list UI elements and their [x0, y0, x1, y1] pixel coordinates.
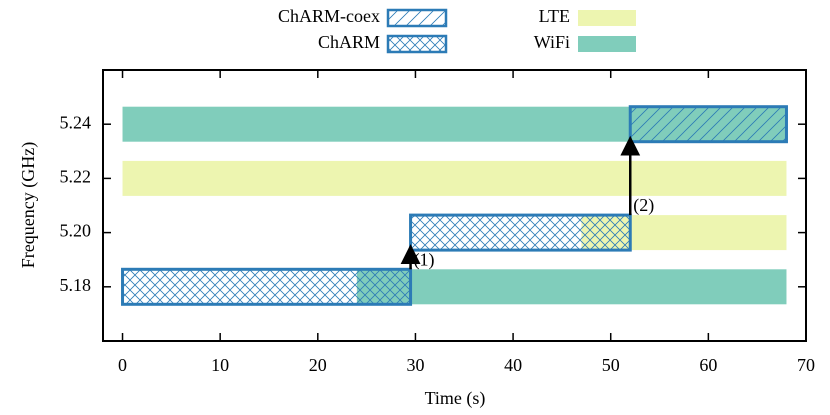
- bar: [409, 213, 632, 252]
- x-tick-label: 10: [211, 355, 229, 375]
- bar: [356, 269, 787, 305]
- y-tick-label: 5.22: [60, 167, 92, 187]
- bar: [121, 267, 413, 306]
- x-tick-label: 20: [309, 355, 327, 375]
- legend-swatch: [386, 8, 448, 28]
- x-tick-label: 50: [602, 355, 620, 375]
- y-axis-label: Frequency (GHz): [18, 142, 39, 268]
- legend-swatch: [578, 10, 636, 26]
- legend-swatch: [386, 34, 448, 54]
- y-tick-label: 5.20: [60, 221, 92, 241]
- x-tick-label: 60: [699, 355, 717, 375]
- x-axis-label: Time (s): [425, 388, 486, 409]
- x-tick-label: 30: [406, 355, 424, 375]
- legend-swatch: [578, 36, 636, 52]
- legend-label: ChARM: [318, 32, 380, 52]
- annotation: (2): [633, 195, 654, 216]
- x-tick-label: 0: [118, 355, 127, 375]
- bar: [628, 105, 788, 144]
- plot-frame: [102, 69, 807, 342]
- legend-label: WiFi: [534, 32, 570, 52]
- annotation: (1): [414, 249, 435, 270]
- x-tick-label: 40: [504, 355, 522, 375]
- legend-label: ChARM-coex: [278, 6, 380, 26]
- y-tick-label: 5.24: [60, 112, 92, 132]
- y-tick-label: 5.18: [60, 275, 92, 295]
- x-tick-label: 70: [797, 355, 815, 375]
- bar: [122, 160, 787, 196]
- legend-label: LTE: [539, 6, 570, 26]
